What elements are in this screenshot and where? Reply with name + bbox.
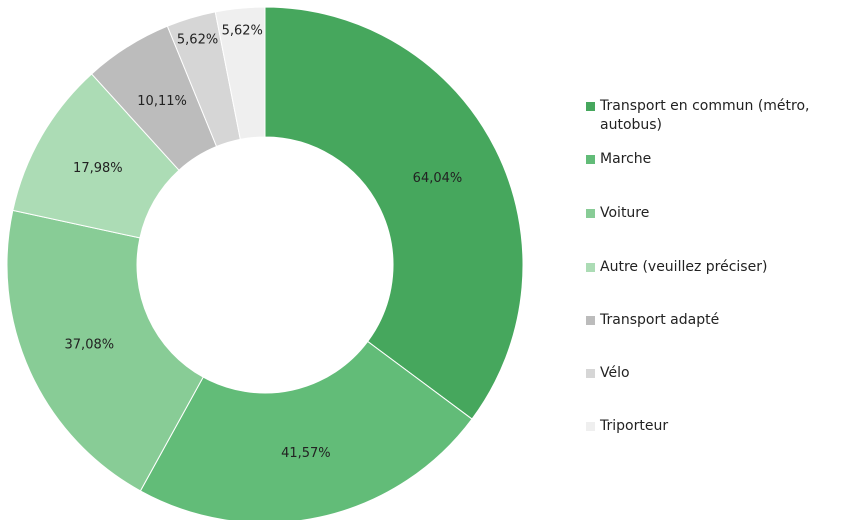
data-label: 64,04% bbox=[413, 171, 463, 186]
legend-item: Marche bbox=[586, 150, 836, 169]
legend-item: Vélo bbox=[586, 364, 836, 383]
donut-chart: 64,04% 41,57% 37,08% 17,98% 10,11% 5,62% 5,62% bbox=[6, 6, 524, 520]
legend-label: Vélo bbox=[600, 365, 630, 381]
legend-item: Transport en commun (métro, autobus) bbox=[586, 97, 836, 135]
legend-label: Transport adapté bbox=[600, 312, 720, 328]
legend-item: Voiture bbox=[586, 204, 836, 223]
donut-slice bbox=[264, 6, 524, 420]
legend-label: Triporteur bbox=[600, 418, 669, 434]
legend-swatch bbox=[586, 209, 595, 218]
data-label: 41,57% bbox=[281, 446, 331, 461]
legend-label: Autre (veuillez préciser) bbox=[600, 259, 768, 275]
legend-swatch bbox=[586, 102, 595, 111]
legend-swatch bbox=[586, 155, 595, 164]
legend-item: Autre (veuillez préciser) bbox=[586, 258, 836, 277]
data-label: 10,11% bbox=[137, 94, 187, 109]
legend-swatch bbox=[586, 369, 595, 378]
donut-slice bbox=[6, 209, 204, 492]
legend-swatch bbox=[586, 316, 595, 325]
legend-item: Transport adapté bbox=[586, 311, 836, 330]
legend-swatch bbox=[586, 263, 595, 272]
donut-slice bbox=[139, 340, 473, 520]
legend-label: Marche bbox=[600, 151, 652, 167]
legend-swatch bbox=[586, 422, 595, 431]
data-label: 5,62% bbox=[177, 32, 218, 47]
donut-slice bbox=[214, 6, 266, 140]
data-label: 37,08% bbox=[65, 337, 115, 352]
legend-label: Transport en commun (métro, autobus) bbox=[600, 98, 810, 133]
data-label: 17,98% bbox=[73, 161, 123, 176]
legend-label: Voiture bbox=[600, 205, 650, 221]
legend-item: Triporteur bbox=[586, 417, 836, 436]
data-label: 5,62% bbox=[222, 24, 263, 39]
